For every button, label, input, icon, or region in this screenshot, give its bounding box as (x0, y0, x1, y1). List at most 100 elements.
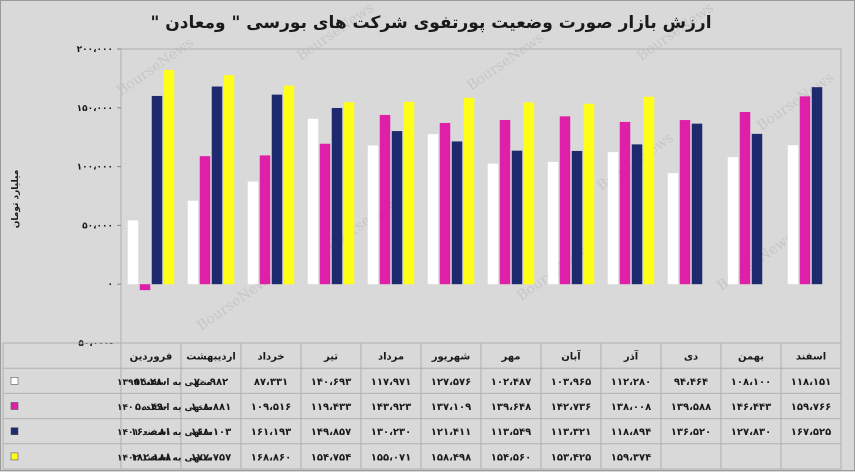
table-cell-2-0: ۱۶۰،۰۸۱ (131, 427, 171, 438)
category-label: دی (684, 352, 698, 363)
bar-1-6 (499, 119, 511, 285)
bar-3-1 (223, 75, 235, 285)
category-label: مرداد (378, 352, 404, 363)
legend-label-3: منتهی به اسفند ۱۴۰۲ (117, 453, 212, 463)
bar-1-7 (559, 116, 571, 285)
bar-0-9 (667, 173, 679, 285)
category-label: آبان (561, 350, 581, 363)
table-cell-0-9: ۹۴،۴۶۴ (674, 377, 708, 388)
bar-3-5 (463, 97, 475, 285)
data-table: فروردین اردیبهشت خرداد تیر مرداد شهریور مهر آبا… (2, 342, 842, 470)
table-cell-2-6: ۱۱۳،۵۴۹ (491, 427, 531, 438)
legend-label-0: منتهی به اسفند ۱۳۹۹ (117, 378, 212, 388)
bar-1-1 (199, 156, 211, 285)
table-cell-3-8: ۱۵۹،۳۷۴ (611, 452, 651, 463)
category-label: مهر (500, 352, 520, 363)
bar-1-8 (619, 121, 631, 285)
bar-2-7 (571, 150, 583, 285)
y-tick-label: ۲۰۰،۰۰۰ (77, 45, 113, 55)
table-cell-1-9: ۱۳۹،۵۸۸ (671, 402, 711, 413)
category-label: شهریور (431, 352, 471, 363)
bars (127, 69, 823, 291)
table-cell-1-11: ۱۵۹،۷۶۶ (791, 402, 831, 413)
bar-2-4 (391, 131, 403, 285)
table-cell-1-3: ۱۱۹،۴۳۳ (311, 402, 351, 413)
table-cell-0-4: ۱۱۷،۹۷۱ (371, 377, 411, 388)
y-tick-label: ۵۰،۰۰۰- (78, 339, 113, 349)
bar-0-8 (607, 152, 619, 285)
table-cell-2-2: ۱۶۱،۱۹۳ (251, 427, 291, 438)
y-tick-label: ۱۰۰،۰۰۰ (77, 163, 113, 173)
table-cell-1-6: ۱۳۹،۶۴۸ (491, 402, 531, 413)
y-tick-label: ۱۵۰،۰۰۰ (77, 104, 113, 114)
bar-2-3 (331, 107, 343, 285)
table-cell-3-6: ۱۵۴،۵۶۰ (491, 452, 531, 463)
bar-1-0 (139, 284, 151, 291)
bar-3-8 (643, 96, 655, 285)
bar-0-10 (727, 157, 739, 285)
y-axis-label: میلیارد تومان (11, 170, 21, 229)
bar-3-3 (343, 102, 355, 285)
bar-3-7 (583, 103, 595, 285)
bar-1-2 (259, 155, 271, 285)
table-cell-0-11: ۱۱۸،۱۵۱ (791, 377, 831, 388)
bar-1-9 (679, 120, 691, 285)
table-cell-1-5: ۱۳۷،۱۰۹ (431, 402, 471, 413)
bar-0-7 (547, 161, 559, 285)
bar-2-11 (811, 87, 823, 285)
watermark-text: BourseNews (754, 70, 837, 135)
table-cell-2-9: ۱۳۶،۵۲۰ (671, 427, 711, 438)
table-cell-0-6: ۱۰۲،۴۸۷ (491, 377, 531, 388)
table-cell-2-4: ۱۳۰،۲۳۰ (371, 427, 411, 438)
table-cell-2-10: ۱۲۷،۸۳۰ (731, 427, 771, 438)
table-cell-1-1: ۱۰۸،۸۸۱ (191, 402, 231, 413)
table-cell-0-0: ۵۴،۲۸۰ (134, 377, 168, 388)
bar-3-0 (163, 69, 175, 285)
bar-1-3 (319, 143, 331, 285)
table-cell-2-5: ۱۲۱،۴۱۱ (431, 427, 471, 438)
bar-0-5 (427, 134, 439, 285)
category-label: فروردین (130, 352, 173, 363)
legend-label-2: منتهی به اسفند ۱۴۰۱ (117, 428, 212, 438)
bar-1-10 (739, 111, 751, 285)
table-cell-1-7: ۱۴۲،۷۳۶ (551, 402, 591, 413)
table-cell-1-8: ۱۳۸،۰۰۸ (611, 402, 651, 413)
bar-0-1 (187, 200, 199, 285)
table-cell-2-7: ۱۱۳،۳۲۱ (551, 427, 591, 438)
category-label: اسفند (796, 352, 826, 363)
table-cell-0-5: ۱۲۷،۵۷۶ (431, 377, 471, 388)
chart-title: ارزش بازار صورت وضعیت پورتفوی شرکت های ب… (150, 13, 711, 33)
bar-2-5 (451, 141, 463, 285)
table-cell-2-1: ۱۶۸،۱۰۳ (191, 427, 231, 438)
table-cell-0-2: ۸۷،۳۳۱ (254, 377, 288, 388)
category-label: آذر (623, 350, 639, 363)
watermark-text: BourseNews (114, 35, 197, 100)
bar-2-10 (751, 133, 763, 285)
table-cell-3-0: ۱۸۲،۱۸۸ (131, 452, 171, 463)
bar-2-9 (691, 123, 703, 285)
table-cell-1-4: ۱۴۳،۹۲۳ (371, 402, 411, 413)
bar-1-11 (799, 96, 811, 285)
bar-0-0 (127, 220, 139, 285)
legend-swatch-1 (10, 402, 19, 410)
category-label: بهمن (738, 352, 764, 363)
bar-0-2 (247, 181, 259, 285)
table-cell-0-10: ۱۰۸،۱۰۰ (731, 377, 771, 388)
bar-1-4 (379, 114, 391, 285)
bar-1-5 (439, 122, 451, 285)
bar-2-8 (631, 144, 643, 285)
table-cell-1-0: ۵،۰۴۹- (135, 402, 167, 413)
watermark-text: BourseNews (464, 30, 547, 95)
category-label: اردیبهشت (186, 352, 236, 363)
table-cell-3-5: ۱۵۸،۴۹۸ (431, 452, 471, 463)
table-cell-3-1: ۱۷۷،۷۵۷ (191, 452, 231, 463)
y-tick-label: ۰ (108, 280, 114, 290)
table-cell-2-3: ۱۴۹،۸۵۷ (311, 427, 351, 438)
category-label: تیر (323, 352, 338, 363)
table-cell-0-1: ۷۰،۹۸۲ (194, 377, 228, 388)
legend-swatch-3 (10, 452, 19, 461)
category-label: خرداد (257, 352, 284, 363)
table-cell-3-2: ۱۶۸،۸۶۰ (251, 452, 291, 463)
bar-2-1 (211, 86, 223, 285)
